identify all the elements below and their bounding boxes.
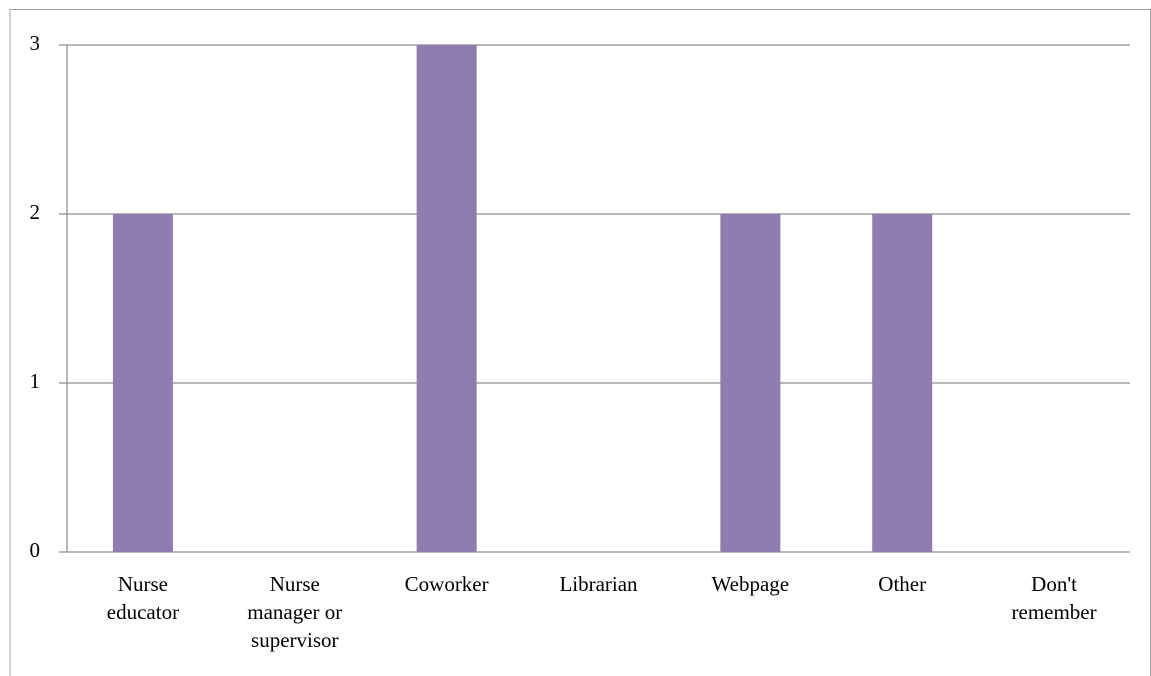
- x-tick-label: Webpage: [711, 572, 790, 596]
- x-tick-label: Don't remember: [1011, 572, 1097, 624]
- bar: [720, 214, 781, 552]
- x-tick-label: Nurse manager or supervisor: [247, 572, 343, 652]
- x-tick-label: Coworker: [404, 572, 489, 596]
- x-tick-label: Other: [878, 572, 927, 596]
- y-tick-label: 2: [30, 200, 41, 224]
- y-tick-label: 1: [30, 369, 41, 393]
- bar: [112, 214, 173, 552]
- bar: [872, 214, 933, 552]
- y-tick-label: 3: [30, 31, 41, 55]
- x-tick-label: Nurse educator: [106, 572, 180, 624]
- bar: [416, 45, 477, 552]
- y-tick-label: 0: [30, 538, 41, 562]
- x-tick-label: Librarian: [559, 572, 638, 596]
